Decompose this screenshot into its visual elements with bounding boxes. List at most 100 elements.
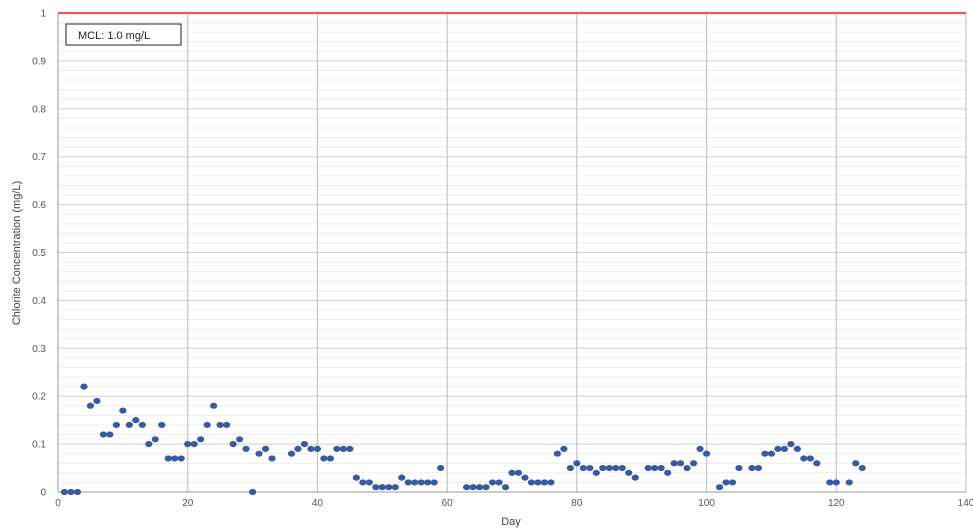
data-point: [229, 441, 237, 448]
data-point: [488, 479, 497, 486]
data-point: [475, 484, 484, 491]
data-point: [197, 436, 205, 443]
data-point: [670, 460, 678, 467]
data-point: [527, 479, 536, 486]
data-point: [86, 402, 95, 409]
data-point: [677, 460, 685, 467]
data-point: [547, 479, 555, 486]
data-point: [813, 460, 821, 467]
data-point: [754, 464, 763, 472]
data-point: [534, 479, 542, 486]
data-point: [164, 455, 172, 462]
data-point: [612, 464, 620, 472]
data-point: [236, 436, 244, 443]
data-point: [177, 455, 185, 462]
data-point: [592, 469, 600, 476]
data-point: [586, 464, 594, 472]
data-point: [145, 441, 153, 448]
data-point: [631, 474, 639, 481]
data-point: [845, 479, 853, 486]
data-point: [690, 460, 698, 467]
data-point: [138, 421, 146, 429]
legend-border: [65, 23, 182, 46]
data-point: [112, 421, 120, 429]
data-point: [210, 402, 218, 409]
data-point: [664, 469, 672, 476]
data-point: [346, 445, 354, 452]
x-tick-label: 80: [571, 498, 583, 509]
data-point: [300, 441, 309, 448]
data-point: [722, 479, 730, 486]
y-tick-label: 0.6: [32, 200, 46, 211]
data-point: [320, 455, 328, 462]
y-tick-label: 1: [40, 9, 46, 20]
data-point: [294, 445, 302, 452]
data-point: [333, 445, 341, 452]
data-point: [359, 479, 367, 486]
data-point: [119, 407, 127, 414]
x-tick-label: 120: [828, 498, 845, 509]
data-point: [800, 455, 808, 462]
data-point: [573, 460, 581, 467]
x-tick-label: 40: [312, 498, 324, 509]
x-tick-label: 20: [182, 498, 194, 509]
data-point: [372, 484, 380, 491]
data-point: [339, 445, 347, 452]
y-tick-label: 0.1: [32, 440, 46, 451]
data-point: [424, 479, 432, 486]
x-tick-label: 0: [55, 498, 61, 509]
data-point: [151, 436, 159, 443]
data-point: [735, 464, 743, 472]
y-tick-label: 0.9: [32, 56, 46, 67]
data-point: [437, 464, 445, 472]
data-point: [184, 441, 192, 448]
data-point: [106, 431, 114, 438]
data-point: [255, 450, 263, 457]
data-point: [761, 450, 769, 457]
data-point: [378, 484, 386, 491]
data-point: [521, 474, 529, 481]
data-point: [73, 488, 82, 496]
x-axis-title: Day: [501, 516, 521, 528]
data-point: [748, 464, 756, 472]
x-tick-labels: 0 20 40 60 80 100 120 140: [55, 498, 973, 509]
data-point: [352, 474, 360, 481]
data-point: [261, 445, 270, 452]
data-point: [780, 445, 789, 452]
data-point: [508, 469, 516, 476]
data-point: [852, 460, 860, 467]
y-axis-title: Chlorite Concentration (mg/L): [11, 181, 23, 325]
y-tick-label: 0.3: [32, 344, 46, 355]
data-point: [307, 445, 315, 452]
data-point: [365, 479, 373, 486]
data-point: [774, 445, 782, 452]
data-point: [411, 479, 419, 486]
data-point: [223, 421, 231, 429]
data-point: [469, 484, 477, 491]
data-point: [93, 397, 101, 405]
data-point: [625, 469, 633, 476]
major-gridlines: [58, 12, 967, 493]
y-tick-label: 0: [40, 488, 46, 499]
data-point: [787, 441, 795, 448]
mcl-legend-box: MCL: 1.0 mg/L: [65, 23, 182, 46]
data-point: [696, 445, 704, 452]
data-point: [216, 421, 224, 429]
data-point: [806, 455, 814, 462]
y-tick-label: 0.5: [32, 248, 46, 259]
data-point: [826, 479, 834, 486]
data-point: [540, 479, 549, 486]
data-point: [190, 441, 198, 448]
y-tick-label: 0.7: [32, 152, 46, 163]
data-point: [832, 479, 840, 486]
data-point: [618, 464, 626, 472]
data-point: [702, 450, 711, 457]
data-point: [171, 455, 179, 462]
data-point: [248, 488, 257, 496]
x-tick-label: 100: [698, 498, 715, 509]
data-point: [495, 479, 503, 486]
data-point: [767, 450, 776, 457]
data-points: [60, 383, 866, 496]
mcl-label: MCL: 1.0 mg/L: [78, 30, 150, 42]
data-point: [132, 417, 140, 424]
